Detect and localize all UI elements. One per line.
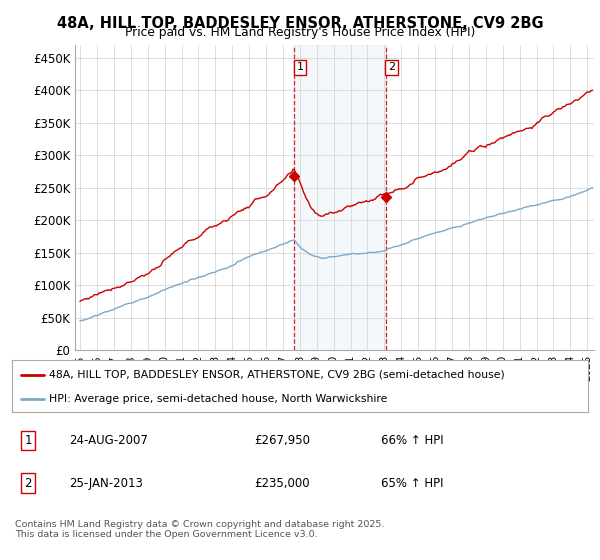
Text: 24-AUG-2007: 24-AUG-2007 — [70, 434, 148, 447]
Text: 48A, HILL TOP, BADDESLEY ENSOR, ATHERSTONE, CV9 2BG (semi-detached house): 48A, HILL TOP, BADDESLEY ENSOR, ATHERSTO… — [49, 370, 505, 380]
Text: 1: 1 — [25, 434, 32, 447]
Text: 66% ↑ HPI: 66% ↑ HPI — [380, 434, 443, 447]
Text: 65% ↑ HPI: 65% ↑ HPI — [380, 477, 443, 489]
Text: 25-JAN-2013: 25-JAN-2013 — [70, 477, 143, 489]
Text: 1: 1 — [296, 62, 304, 72]
Text: 48A, HILL TOP, BADDESLEY ENSOR, ATHERSTONE, CV9 2BG: 48A, HILL TOP, BADDESLEY ENSOR, ATHERSTO… — [56, 16, 544, 31]
Text: 2: 2 — [388, 62, 395, 72]
Text: Price paid vs. HM Land Registry's House Price Index (HPI): Price paid vs. HM Land Registry's House … — [125, 26, 475, 39]
Text: Contains HM Land Registry data © Crown copyright and database right 2025.
This d: Contains HM Land Registry data © Crown c… — [15, 520, 385, 539]
Text: 2: 2 — [25, 477, 32, 489]
Text: HPI: Average price, semi-detached house, North Warwickshire: HPI: Average price, semi-detached house,… — [49, 394, 388, 404]
Bar — [294, 45, 386, 350]
Text: £267,950: £267,950 — [254, 434, 310, 447]
Text: £235,000: £235,000 — [254, 477, 310, 489]
